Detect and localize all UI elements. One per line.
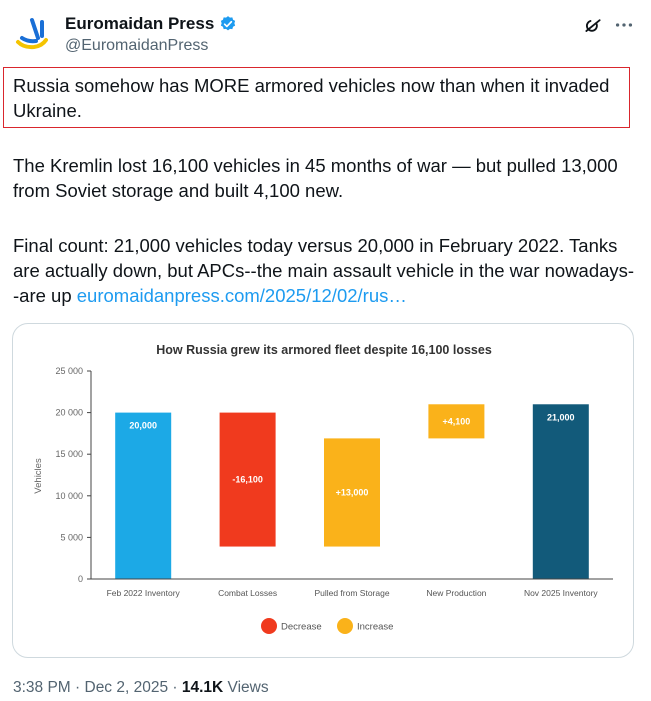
legend-label: Decrease [281,622,322,633]
y-tick-label: 25 000 [55,366,83,376]
bar-increase [428,404,485,439]
chart-bars: 20,000 -16,100 +13,000 +4,100 21,000 [115,404,589,579]
y-axis-label: Vehicles [33,458,44,494]
author-handle[interactable]: @EuromaidanPress [65,37,209,54]
x-axis: Feb 2022 Inventory Combat Losses Pulled fr… [91,578,613,598]
tweet-text-highlight: Russia somehow has MORE armored vehicles… [13,75,610,121]
tweet-header: Euromaidan Press @EuromaidanPress [12,10,639,60]
tweet-meta: 3:38 PM · Dec 2, 2025 · 14.1K Views [13,679,269,697]
x-tick-label: Nov 2025 Inventory [524,588,598,598]
bar-increase [324,438,380,547]
legend-marker [337,618,353,634]
bar-total_final [532,404,589,579]
verified-badge-icon [221,16,236,31]
legend-marker [261,618,277,634]
x-tick-label: Combat Losses [218,588,277,598]
bar-total [115,412,172,579]
tweet-text-paragraph-2: The Kremlin lost 16,100 vehicles in 45 m… [13,155,618,201]
y-tick-label: 5 000 [60,532,83,542]
chart-image-card[interactable]: How Russia grew its armored fleet despit… [12,323,634,658]
highlight-annotation-box [3,67,630,128]
legend-label: Increase [357,622,393,633]
author-name[interactable]: Euromaidan Press [65,14,237,34]
bar-value-label: +4,100 [443,416,471,426]
views-count: 14.1K [181,679,224,696]
bar-value-label: 21,000 [547,412,575,422]
bar-decrease [219,412,276,547]
timestamp[interactable]: 3:38 PM · Dec 2, 2025 · [13,679,182,696]
x-tick-label: Pulled from Storage [314,588,389,598]
y-tick-label: 15 000 [55,449,83,459]
tweet-text-paragraph-3-body: Final count: 21,000 vehicles today versu… [13,235,635,306]
x-tick-label: Feb 2022 Inventory [107,588,181,598]
y-axis: 0 5 000 10 000 15 000 20 000 25 000 [55,366,92,584]
bar-value-label: 20,000 [129,421,157,431]
chart-title: How Russia grew its armored fleet despit… [156,343,492,357]
article-link[interactable]: euromaidanpress.com/2025/12/02/rus… [76,285,407,306]
avatar[interactable] [12,12,54,54]
grok-icon[interactable] [583,16,603,36]
y-tick-label: 0 [78,574,83,584]
bar-value-label: +13,000 [336,487,369,497]
more-options-icon[interactable] [613,14,635,36]
waterfall-chart: How Russia grew its armored fleet despit… [33,343,613,634]
x-tick-label: New Production [426,588,486,598]
bar-value-label: -16,100 [232,475,263,485]
y-tick-label: 20 000 [55,408,83,418]
chart-legend: Decrease Increase [261,618,393,634]
views-label: Views [223,679,269,696]
y-tick-label: 10 000 [55,491,83,501]
author-name-text[interactable]: Euromaidan Press [65,14,215,33]
tweet-text-paragraph-3: Final count: 21,000 vehicles today versu… [13,233,637,308]
